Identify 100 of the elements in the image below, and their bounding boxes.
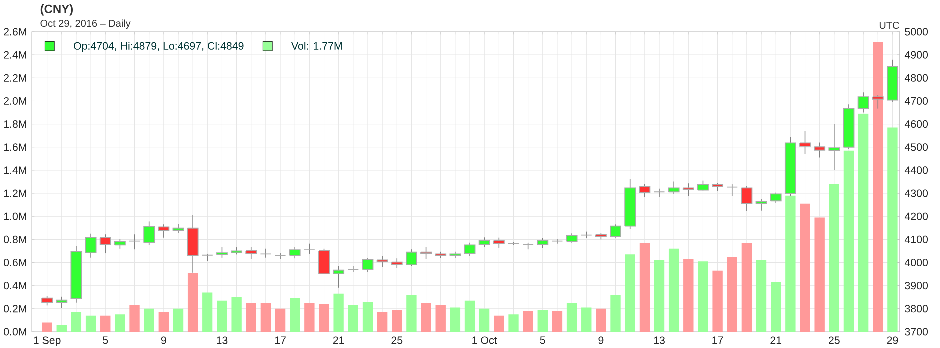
bar bbox=[130, 305, 140, 332]
candlestick bbox=[872, 94, 884, 110]
y-tick-label: 1.0M bbox=[4, 212, 26, 220]
y-tick-label: 1.8M bbox=[4, 120, 26, 128]
x-tick-label: 29 bbox=[887, 336, 898, 344]
legend-label: Op:4704, Hi:4879, Lo:4697, Cl:4849 bbox=[74, 42, 244, 52]
bar bbox=[421, 303, 432, 332]
bar bbox=[508, 314, 519, 332]
y2-tick-label: 4400 bbox=[904, 166, 928, 174]
y-tick-label: 2.4M bbox=[4, 51, 26, 59]
candlestick bbox=[274, 252, 286, 260]
candlestick bbox=[362, 258, 374, 273]
bar bbox=[86, 316, 96, 332]
bar bbox=[844, 150, 854, 332]
candlestick bbox=[639, 184, 651, 198]
x-tick-label: 17 bbox=[712, 336, 724, 344]
y2-tick-label: 4800 bbox=[904, 74, 928, 82]
bar bbox=[304, 303, 315, 332]
y-tick-label: 2.0M bbox=[4, 97, 26, 105]
y2-tick-label: 4700 bbox=[904, 97, 928, 105]
bar bbox=[319, 304, 330, 332]
bar bbox=[829, 184, 840, 332]
bar bbox=[888, 128, 898, 332]
candlestick bbox=[668, 181, 680, 195]
candlestick bbox=[858, 92, 870, 114]
bar bbox=[596, 308, 606, 332]
bar bbox=[654, 260, 665, 332]
y-tick-label: 1.6M bbox=[4, 144, 26, 152]
bar bbox=[625, 254, 636, 332]
x-tick-label: 21 bbox=[333, 336, 344, 344]
candlestick bbox=[246, 246, 258, 260]
candlestick bbox=[318, 248, 330, 275]
y-tick-label: 2.2M bbox=[4, 74, 26, 82]
y-tick-label: 0.6M bbox=[4, 258, 26, 267]
candlestick bbox=[391, 258, 403, 269]
x-tick-label: 9 bbox=[598, 336, 604, 344]
candlestick bbox=[144, 221, 156, 246]
candlestick bbox=[376, 256, 388, 268]
bar bbox=[610, 295, 621, 332]
y2-tick-label: 3700 bbox=[905, 328, 928, 336]
candlestick bbox=[333, 266, 345, 288]
candlestick bbox=[552, 238, 564, 244]
bar bbox=[494, 316, 504, 332]
bar bbox=[800, 204, 810, 332]
y-tick-label: 1.2M bbox=[4, 190, 26, 198]
bar bbox=[464, 300, 476, 332]
candlestick bbox=[114, 238, 126, 250]
x-tick-label: 25 bbox=[829, 336, 840, 344]
y2-tick-label: 4600 bbox=[904, 120, 928, 128]
bar bbox=[217, 300, 228, 332]
candlestick bbox=[100, 234, 112, 254]
bar bbox=[246, 303, 256, 332]
bar bbox=[566, 303, 578, 332]
bar bbox=[144, 308, 154, 332]
bar bbox=[188, 273, 198, 332]
x-tick-label: 1 Sep bbox=[34, 336, 61, 346]
bar bbox=[348, 305, 359, 332]
bar bbox=[158, 312, 170, 332]
bar bbox=[115, 314, 126, 332]
bar bbox=[684, 259, 694, 332]
x-tick-label: 21 bbox=[770, 336, 782, 344]
candlestick bbox=[260, 248, 272, 258]
y2-tick-label: 3800 bbox=[905, 305, 928, 313]
bar bbox=[392, 310, 402, 332]
y-tick-label: 2.6M bbox=[4, 28, 26, 36]
candlestick bbox=[348, 266, 360, 273]
candlestick bbox=[493, 237, 505, 248]
y2-tick-label: 4500 bbox=[904, 144, 928, 152]
bar bbox=[290, 298, 300, 332]
text: UTC bbox=[880, 22, 900, 30]
y2-tick-label: 3900 bbox=[905, 282, 928, 290]
y2-tick-label: 4900 bbox=[904, 51, 928, 59]
bar bbox=[436, 305, 446, 332]
x-tick-label: 5 bbox=[540, 336, 546, 344]
legend-label: Vol: 1.77M bbox=[292, 42, 342, 50]
candlestick bbox=[172, 224, 184, 234]
x-tick-label: 13 bbox=[217, 336, 228, 344]
bar bbox=[202, 292, 213, 332]
bar bbox=[232, 297, 242, 332]
bar bbox=[742, 243, 752, 332]
bar bbox=[771, 282, 782, 332]
x-tick-label: 13 bbox=[654, 336, 665, 344]
bar bbox=[640, 243, 650, 332]
bar bbox=[362, 302, 374, 332]
y-tick-label: 0.2M bbox=[4, 305, 26, 313]
candlestick bbox=[698, 180, 709, 192]
candlestick bbox=[420, 246, 432, 260]
candlestick bbox=[85, 234, 97, 258]
bar bbox=[727, 256, 738, 332]
candlestick bbox=[304, 243, 316, 254]
candlestick bbox=[464, 242, 476, 257]
bar bbox=[260, 303, 272, 332]
chart-subtitle: Oct 29, 2016 – Daily bbox=[40, 20, 131, 30]
candlestick bbox=[741, 186, 753, 212]
x-tick-label: 25 bbox=[392, 336, 403, 344]
bar bbox=[698, 262, 708, 332]
y-tick-label: 0.0M bbox=[4, 328, 26, 336]
y2-tick-label: 4000 bbox=[904, 258, 928, 267]
candlestick bbox=[216, 246, 228, 258]
candlestick bbox=[289, 246, 301, 259]
